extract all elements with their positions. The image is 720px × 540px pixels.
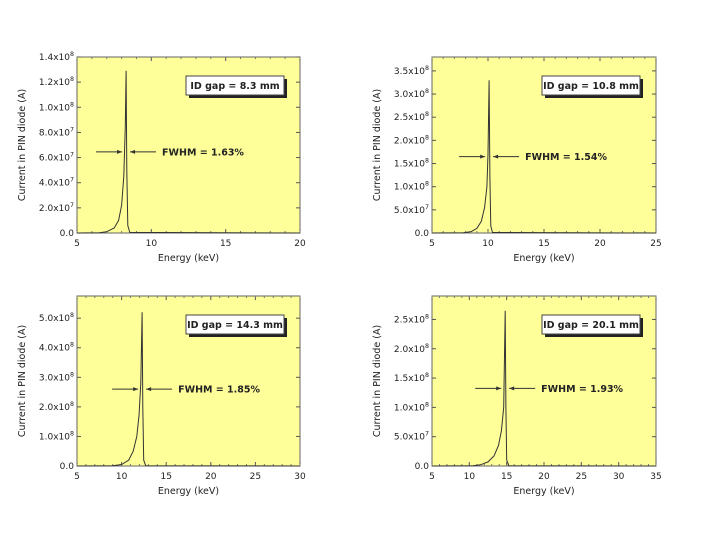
y-tick-label: 1.2x108 <box>39 76 74 88</box>
id-gap-label: ID gap = 8.3 mm <box>190 81 279 92</box>
id-gap-box <box>541 314 641 335</box>
spectrum-line <box>76 312 301 467</box>
y-tick-label: 0.0 <box>415 462 430 472</box>
spectrum-line <box>76 70 301 234</box>
y-tick-label: 1.0x108 <box>39 430 74 442</box>
x-axis-label: Energy (keV) <box>158 253 219 264</box>
x-tick-label: 25 <box>576 472 587 482</box>
y-axis-label: Current in PIN diode (A) <box>17 89 28 201</box>
y-tick-label: 1.5x108 <box>394 158 429 170</box>
fwhm-arrowhead-left <box>133 387 139 392</box>
x-axis-label: Energy (keV) <box>158 486 219 497</box>
y-tick-label: 0.0 <box>415 229 430 239</box>
id-gap-label: ID gap = 14.3 mm <box>187 320 283 331</box>
x-tick-label: 10 <box>146 239 158 249</box>
spectrum-line <box>431 310 657 467</box>
x-tick-label: 5 <box>429 472 435 482</box>
x-tick-label: 10 <box>464 472 476 482</box>
fwhm-label: FWHM = 1.54% <box>525 152 607 163</box>
y-tick-label: 1.0x108 <box>394 401 429 413</box>
y-tick-label: 1.0x108 <box>394 181 429 193</box>
y-tick-label: 4.0x108 <box>39 342 74 354</box>
y-tick-label: 1.5x108 <box>394 372 429 384</box>
x-tick-label: 10 <box>482 239 494 249</box>
id-gap-box <box>185 314 285 335</box>
fwhm-arrowhead-left <box>496 386 502 391</box>
fwhm-label: FWHM = 1.93% <box>541 384 623 395</box>
fwhm-arrowhead-left <box>117 149 123 154</box>
x-tick-label: 35 <box>650 472 661 482</box>
id-gap-label: ID gap = 10.8 mm <box>543 81 639 92</box>
x-tick-label: 15 <box>538 239 549 249</box>
y-tick-label: 3.0x108 <box>394 88 429 100</box>
x-axis-label: Energy (keV) <box>513 253 574 264</box>
y-tick-label: 3.5x108 <box>394 65 429 77</box>
x-tick-label: 20 <box>538 472 550 482</box>
fwhm-arrowhead-left <box>480 154 486 159</box>
x-tick-label: 15 <box>160 472 171 482</box>
fwhm-arrowhead-right <box>493 154 499 159</box>
x-tick-label: 10 <box>116 472 128 482</box>
fwhm-arrowhead-right <box>509 386 515 391</box>
y-axis-label: Current in PIN diode (A) <box>372 89 383 201</box>
x-tick-label: 20 <box>205 472 217 482</box>
fwhm-label: FWHM = 1.63% <box>162 147 244 158</box>
id-gap-box <box>541 75 641 96</box>
x-tick-label: 5 <box>74 472 80 482</box>
x-tick-label: 5 <box>74 239 80 249</box>
chart-panel-3: 5 10 15 20 25 30 0.0 1.0x108 2.0x108 3.0x108 4.0x1… <box>17 295 306 497</box>
x-tick-label: 5 <box>429 239 435 249</box>
y-tick-label: 2.0x108 <box>39 401 74 413</box>
x-tick-label: 15 <box>501 472 512 482</box>
y-tick-label: 2.0x108 <box>394 134 429 146</box>
fwhm-arrowhead-right <box>130 149 136 154</box>
x-tick-label: 30 <box>294 472 306 482</box>
y-tick-label: 1.4x108 <box>39 51 74 63</box>
x-axis-label: Energy (keV) <box>513 486 574 497</box>
y-axis-label: Current in PIN diode (A) <box>17 325 28 437</box>
y-tick-label: 4.0x107 <box>39 177 74 189</box>
y-tick-label: 1.0x108 <box>39 101 74 113</box>
spectrum-line <box>431 80 657 234</box>
chart-panel-2: 5 10 15 20 25 0.0 5.0x107 1.0x108 1.5x108 2.0x108… <box>372 56 662 264</box>
id-gap-label: ID gap = 20.1 mm <box>543 320 639 331</box>
y-tick-label: 2.5x108 <box>394 111 429 123</box>
y-tick-label: 5.0x107 <box>394 204 429 216</box>
y-tick-label: 2.0x108 <box>394 343 429 355</box>
x-tick-label: 25 <box>650 239 661 249</box>
y-axis-label: Current in PIN diode (A) <box>372 325 383 437</box>
y-tick-label: 8.0x107 <box>39 126 74 138</box>
fwhm-label: FWHM = 1.85% <box>178 385 260 396</box>
chart-panel-1: 5 10 15 20 0.0 2.0x107 4.0x107 6.0x107 8.0x107 1.… <box>17 51 306 264</box>
y-tick-label: 2.0x107 <box>39 202 74 214</box>
fwhm-arrowhead-right <box>146 387 152 392</box>
y-tick-label: 5.0x108 <box>39 312 74 324</box>
y-tick-label: 6.0x107 <box>39 152 74 164</box>
y-tick-label: 0.0 <box>60 229 75 239</box>
x-tick-label: 25 <box>250 472 261 482</box>
x-tick-label: 20 <box>294 239 306 249</box>
chart-panel-4: 5 10 15 20 25 30 35 0.0 5.0x107 1.0x108 1.5x108 2.0… <box>372 295 662 497</box>
x-tick-label: 20 <box>594 239 606 249</box>
y-tick-label: 0.0 <box>60 462 75 472</box>
y-tick-label: 2.5x108 <box>394 313 429 325</box>
x-tick-label: 15 <box>220 239 231 249</box>
id-gap-box <box>185 75 285 96</box>
y-tick-label: 5.0x107 <box>394 431 429 443</box>
x-tick-label: 30 <box>613 472 625 482</box>
y-tick-label: 3.0x108 <box>39 371 74 383</box>
